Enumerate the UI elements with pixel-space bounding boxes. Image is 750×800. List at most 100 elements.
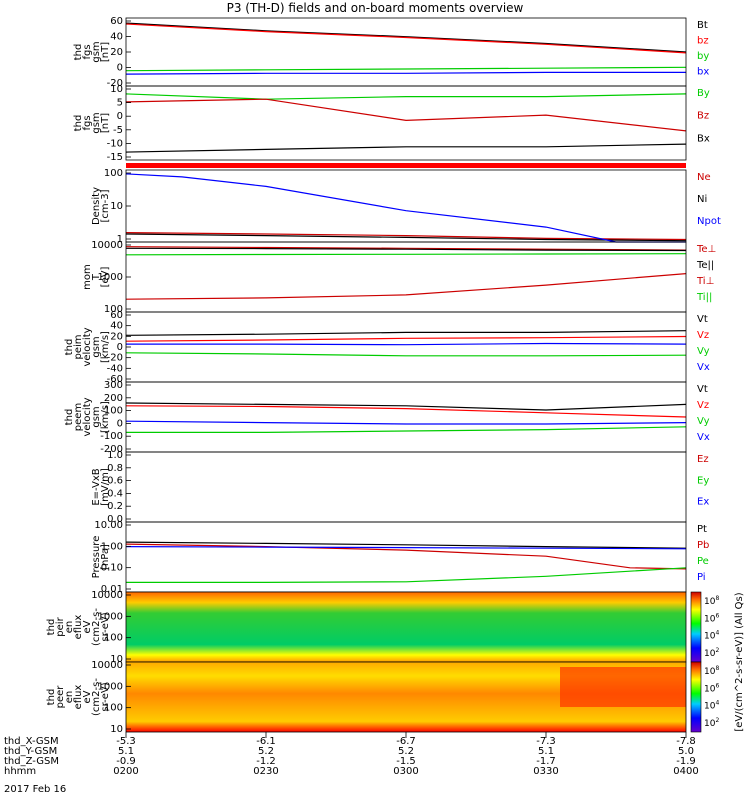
y-tick-label: 0 — [117, 63, 123, 74]
y-tick-label: -100 — [100, 431, 123, 442]
series-line-fgs_gsm_detail-Bz — [125, 98, 687, 132]
x-row-value: 5.0 — [678, 746, 694, 757]
y-tick-label: 1.0 — [107, 450, 123, 461]
series-line-temperature-Ti|| — [125, 253, 687, 256]
y-tick-label: 0 — [117, 418, 123, 429]
y-tick-label: -20 — [107, 78, 123, 89]
legend-peem_velocity-0: Vt — [697, 384, 708, 395]
series-line-fgs_gsm-Bt — [125, 22, 687, 53]
legend-peem_velocity-3: Vx — [697, 432, 710, 443]
panel-peir_eflux: 108 106 104 102 10000 1000 100 10 thdpeireneflux… — [46, 590, 719, 665]
y-tick-label: 100 — [104, 168, 123, 179]
series-line-temperature-Te⊥ — [125, 246, 687, 251]
y-tick-label: 0.8 — [107, 463, 123, 474]
x-row-value: -7.8 — [676, 736, 696, 747]
x-row-value: -7.3 — [536, 736, 556, 747]
panel-fgs_gsm_detail: By Bz Bx 10 5 0 -5 -10 -15 thdfgsgsm[nT] — [73, 84, 710, 163]
y-axis-label-peir_eflux: thdpeirenefluxeV(cm2-s-sr-eV) — [46, 608, 111, 646]
panel-density: Ne Ni Npot 100 10 1 Density[cm-3] — [91, 168, 721, 245]
panel-frame — [125, 85, 687, 161]
y-tick-label: 10000 — [91, 240, 123, 251]
colorbar-tick: 108 — [704, 665, 719, 677]
colorbar-peir_eflux — [690, 591, 702, 663]
legend-peem_velocity-2: Vy — [697, 416, 710, 427]
panel-frame — [125, 451, 687, 523]
x-row-value: 0400 — [673, 766, 698, 777]
panel-peer_eflux: 108 106 104 102 10000 1000 100 10 thdpeereneflux… — [46, 660, 719, 735]
legend-peim_velocity-1: Vz — [697, 330, 709, 341]
colorbar-tick: 106 — [704, 682, 719, 694]
y-tick-label: 10000 — [91, 660, 123, 671]
y-tick-label: -60 — [107, 374, 123, 385]
y-tick-label: -40 — [107, 363, 123, 374]
y-axis-label-peer_eflux: thdpeerenefluxeV(cm2-s-sr-eV) — [46, 678, 111, 716]
y-tick-label: 40 — [110, 321, 123, 332]
spectrogram-hot-region — [560, 667, 686, 707]
x-row-value: -1.2 — [256, 756, 276, 767]
colorbar-tick: 102 — [704, 717, 719, 729]
legend-peim_velocity-0: Vt — [697, 314, 708, 325]
x-row-value: -5.3 — [116, 736, 136, 747]
y-tick-label: -5 — [113, 125, 123, 136]
series-line-fgs_gsm_detail-Bx — [125, 143, 687, 153]
series-line-peem_velocity-Vy — [126, 426, 687, 433]
panel-efield: Ez Ey Ex 1.0 0.8 0.60.4 0.2 0.0 E=-VxB[mV/m] — [91, 450, 709, 525]
y-tick-label: 100 — [104, 304, 123, 315]
x-row-value: -1.9 — [676, 756, 696, 767]
legend-temperature-1: Te|| — [696, 260, 714, 271]
x-row-value: 5.1 — [118, 746, 134, 757]
panel-frame — [125, 311, 687, 383]
y-tick-label: 10 — [110, 724, 123, 735]
series-line-fgs_gsm_detail-By — [125, 93, 687, 100]
colorbar-tick: 102 — [704, 647, 719, 659]
panel-frame — [125, 241, 687, 313]
legend-temperature-3: Ti|| — [696, 292, 712, 303]
y-tick-label: 0.0 — [107, 514, 123, 525]
panel-peem_velocity: Vt Vz Vy Vx 300 200 1000 -100 -200 thdpeemvelocit… — [64, 380, 710, 455]
y-tick-label: 60 — [110, 310, 123, 321]
legend-fgs_gsm-2: by — [697, 51, 709, 62]
panel-fgs_gsm: Bt bz by bx 60 40 20 0 -20 thdfgsgsm[nT] — [73, 16, 709, 89]
legend-fgs_gsm_detail-2: Bx — [697, 133, 710, 144]
y-axis-label-efield: E=-VxB[mV/m] — [91, 468, 111, 506]
y-tick-label: 10000 — [91, 590, 123, 601]
y-axis-label-fgs_gsm_detail: thdfgsgsm[nT] — [73, 112, 111, 133]
x-row-label: thd_Y-GSM — [4, 746, 57, 757]
y-tick-label: -15 — [107, 152, 123, 163]
legend-peim_velocity-2: Vy — [697, 346, 710, 357]
panel-pressure: Pt Pb Pe Pi 10.00 1.00 0.10 0.01 Pressure[nPa] — [91, 520, 709, 595]
y-tick-label: -10 — [107, 138, 123, 149]
y-axis-label-pressure: Pressure[nPa] — [91, 536, 111, 579]
legend-pressure-3: Pi — [697, 572, 706, 583]
x-row-label: thd_X-GSM — [4, 736, 59, 747]
legend-temperature-2: Ti⊥ — [696, 276, 714, 287]
x-row-value: 0300 — [393, 766, 418, 777]
y-tick-label: 40 — [110, 32, 123, 43]
y-tick-label: 5 — [117, 98, 123, 109]
y-tick-label: 0.4 — [107, 488, 123, 499]
y-tick-label: 0.2 — [107, 501, 123, 512]
y-tick-label: 100 — [104, 703, 123, 714]
y-tick-label: 1000 — [98, 611, 123, 622]
legend-density-0: Ne — [697, 172, 711, 183]
y-tick-label: 0.6 — [107, 476, 123, 487]
x-row-value: -1.7 — [536, 756, 556, 767]
panel-temperature: Te⊥ Te|| Ti⊥ Ti|| 10000 1000 100 momT[eV] — [82, 240, 716, 315]
x-row-value: -0.9 — [116, 756, 136, 767]
y-tick-label: 100 — [104, 406, 123, 417]
separator-stripe — [126, 163, 686, 168]
colorbar-tick: 106 — [704, 612, 719, 624]
spectrogram-peir_eflux — [126, 592, 686, 662]
legend-efield-1: Ey — [697, 475, 709, 486]
y-tick-label: 10 — [110, 654, 123, 665]
figure-title: P3 (TH-D) fields and on-board moments ov… — [226, 1, 524, 15]
series-line-peem_velocity-Vx — [125, 420, 687, 425]
colorbar-tick: 104 — [704, 700, 719, 712]
y-tick-label: 0 — [117, 111, 123, 122]
series-line-temperature-Ti⊥ — [125, 273, 687, 300]
series-line-pressure-Pb — [125, 543, 687, 570]
legend-peem_velocity-1: Vz — [697, 400, 709, 411]
series-line-density-Ni — [125, 233, 687, 242]
